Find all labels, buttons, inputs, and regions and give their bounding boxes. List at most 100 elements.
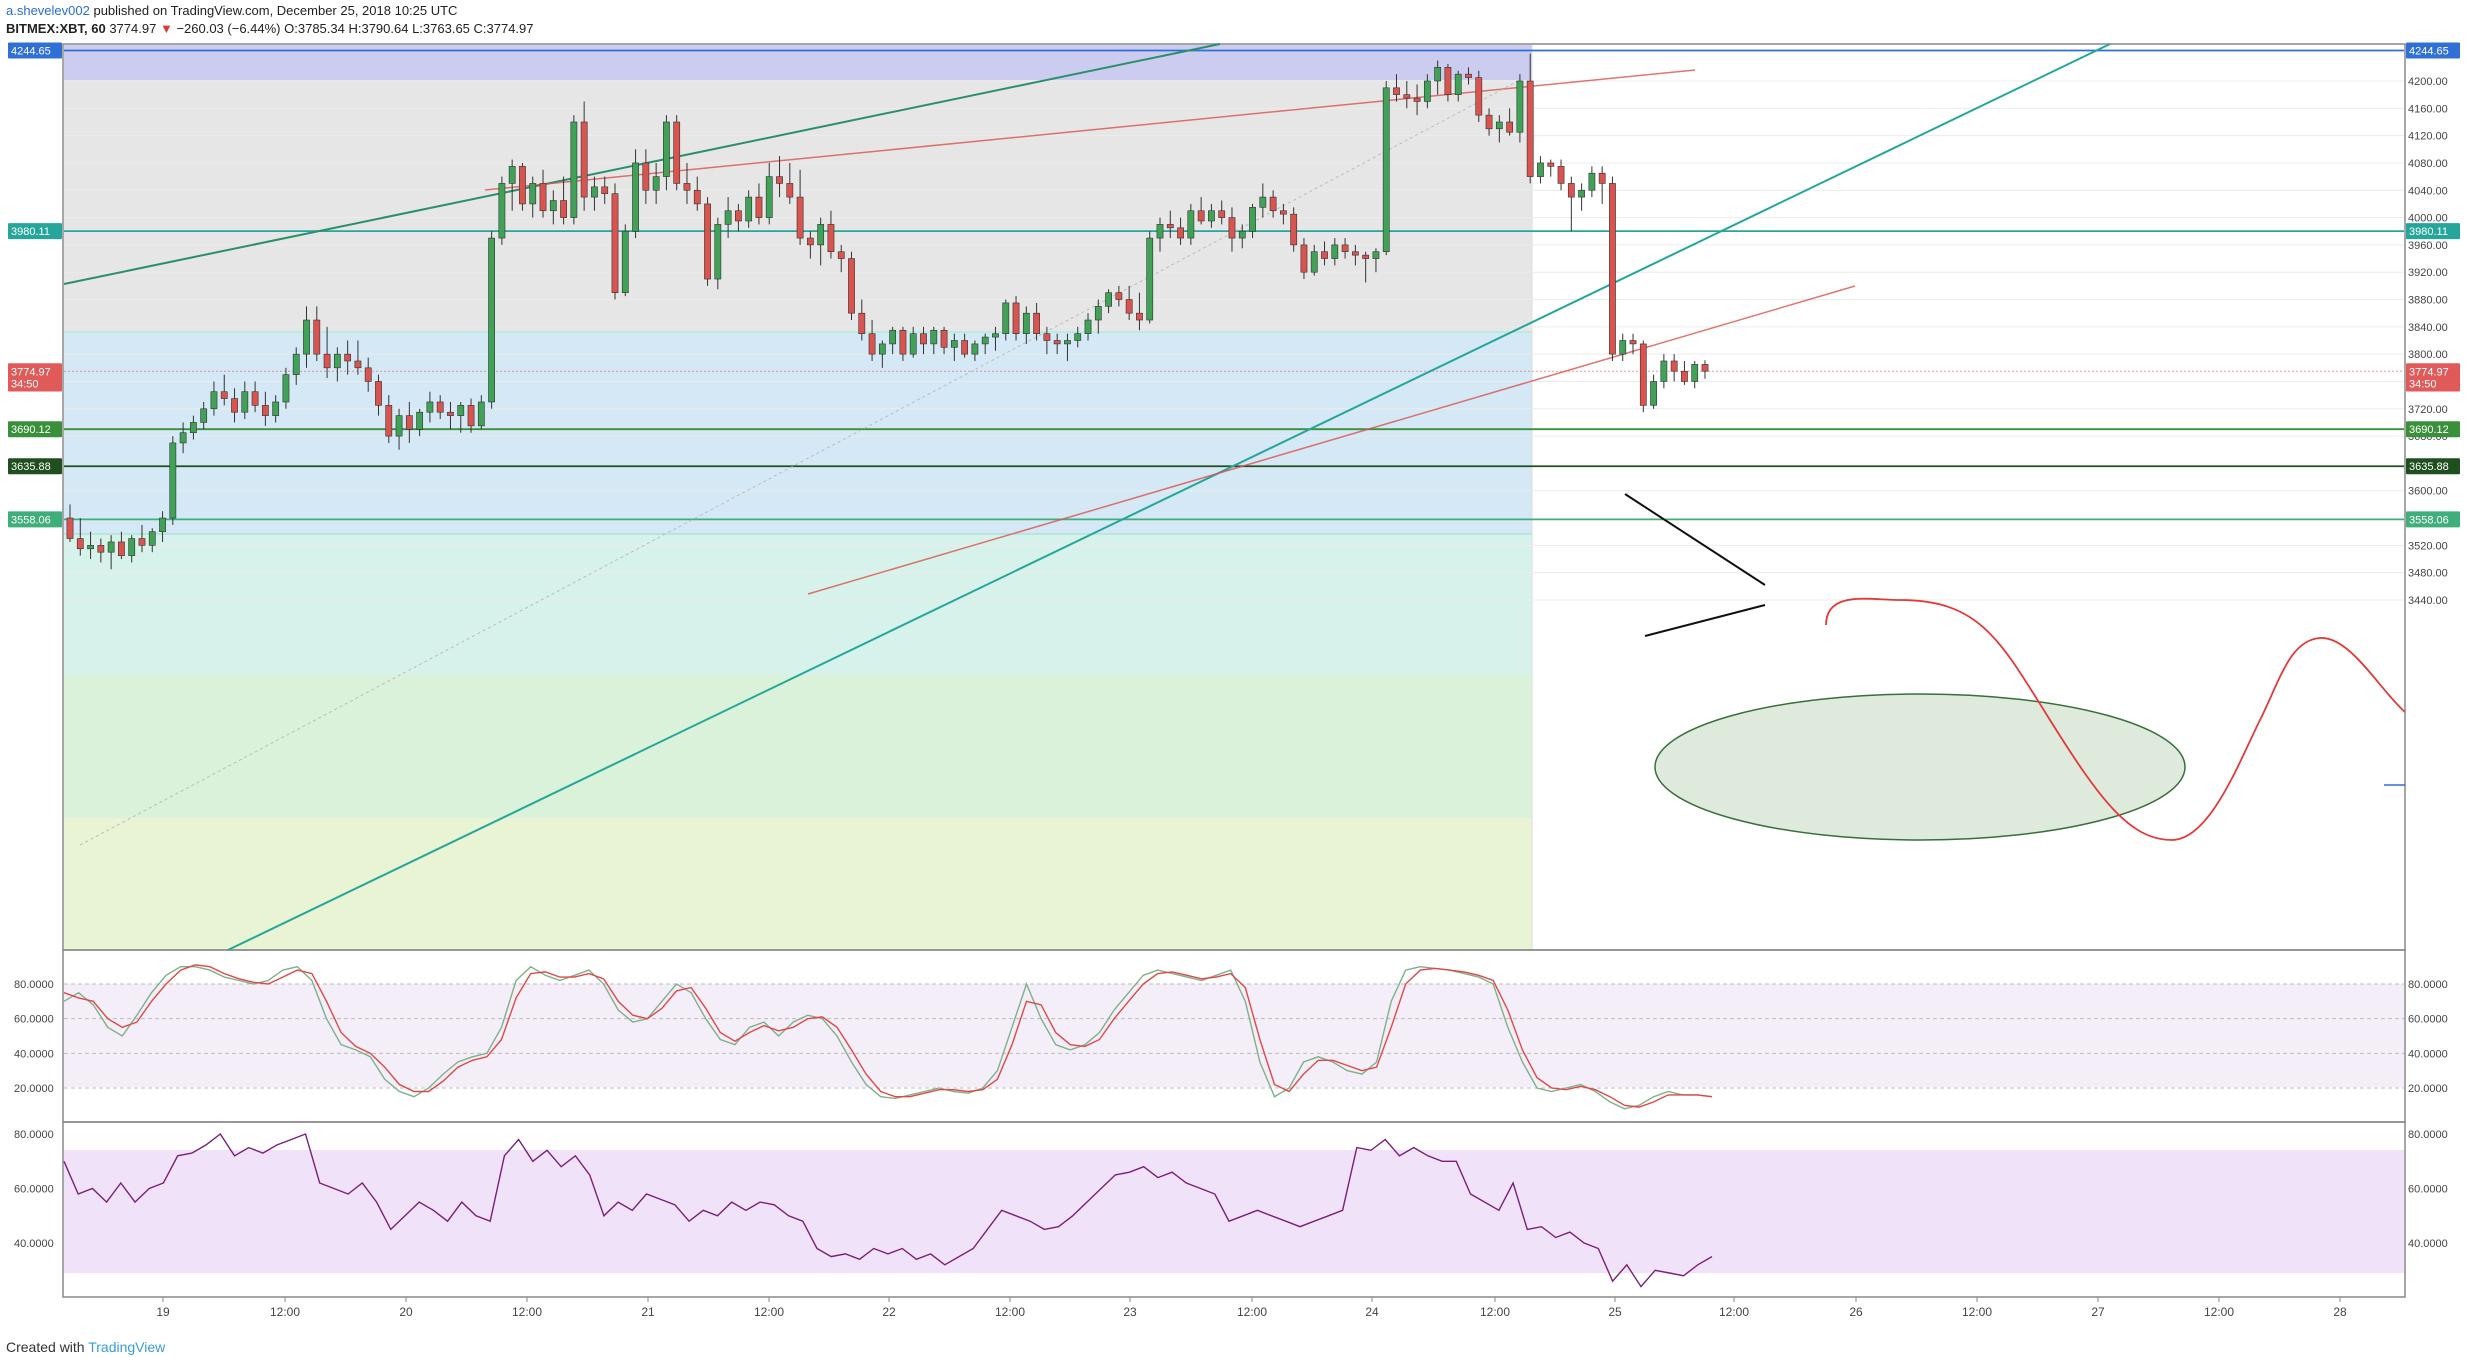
candle-body <box>1681 370 1688 382</box>
price-tag <box>8 223 62 240</box>
x-tick-label: 27 <box>2091 1305 2105 1319</box>
candle-body <box>1465 73 1472 78</box>
candle-body <box>447 411 454 416</box>
candle-body <box>858 312 866 334</box>
candle-body <box>1413 97 1421 102</box>
candle-body <box>1475 77 1483 116</box>
candle-body <box>1444 67 1452 95</box>
x-tick-label: 12:00 <box>512 1305 542 1319</box>
candle-body <box>950 340 958 348</box>
rsi-y-label-right: 40.0000 <box>2408 1238 2448 1250</box>
stoch-y-label-right: 20.0000 <box>2408 1083 2448 1095</box>
stoch-series-line <box>63 964 1713 1108</box>
candle-body <box>159 517 166 533</box>
candle-body <box>303 319 310 355</box>
x-tick-label: 28 <box>2333 1305 2347 1319</box>
price-tag-label: 3774.97 <box>11 366 51 378</box>
candle-body <box>580 121 588 198</box>
price-tag <box>8 421 62 438</box>
y-tick-label: 4080.00 <box>2408 158 2448 170</box>
dotted-guide-line <box>79 79 1521 846</box>
candle-body <box>745 196 753 222</box>
candle-body <box>375 381 382 406</box>
candle-body <box>333 353 341 369</box>
candle-body <box>477 401 485 427</box>
price-tag-label: 4244.65 <box>11 46 51 58</box>
candle-body <box>1208 210 1215 222</box>
candle-body <box>190 422 197 433</box>
candle-body <box>981 336 989 345</box>
candle-body <box>1578 189 1585 198</box>
rsi-band <box>64 1150 2404 1273</box>
candle-body <box>611 193 619 293</box>
candle-body <box>1588 172 1596 191</box>
rsi-pane-frame <box>62 1121 2406 1298</box>
candle-body <box>1372 251 1380 259</box>
y-tick-label: 3840.00 <box>2408 322 2448 334</box>
candle-body <box>1280 210 1287 215</box>
candle-body <box>1177 227 1184 239</box>
candle-body <box>1362 254 1370 259</box>
last-price: 3774.97 <box>109 21 157 36</box>
candle-body <box>436 401 444 413</box>
candle-body <box>1259 196 1267 208</box>
price-tag-label: 3690.12 <box>11 424 51 436</box>
candle-body <box>282 374 290 403</box>
x-tick-label: 20 <box>399 1305 413 1319</box>
candle-body <box>1064 340 1071 345</box>
author-link[interactable]: a.shevelev002 <box>6 3 90 18</box>
candle-body <box>1166 224 1174 229</box>
candle-body <box>806 237 814 246</box>
stoch-band <box>64 984 2404 1087</box>
candle-body <box>508 166 516 184</box>
candle-body <box>837 251 845 259</box>
price-tag <box>8 42 62 59</box>
candle-body <box>220 391 228 399</box>
candle-body <box>1290 213 1298 246</box>
candle-body <box>1187 210 1195 239</box>
candle-body <box>848 258 855 314</box>
candle-body <box>961 340 969 355</box>
price-tag-label: 3558.06 <box>11 514 51 526</box>
candle-body <box>364 367 372 382</box>
x-tick-label: 23 <box>1123 1305 1137 1319</box>
candle-body <box>1115 292 1123 300</box>
candle-body <box>601 186 609 194</box>
candle-body <box>1639 343 1647 406</box>
created-with-text: Created with <box>6 1339 85 1355</box>
candle-body <box>714 224 722 280</box>
candle-body <box>231 398 238 413</box>
triangle-lower-line <box>1644 604 1766 637</box>
candle-body <box>591 186 598 198</box>
price-tag-label: 3635.88 <box>11 461 51 473</box>
y-tick-label: 3920.00 <box>2408 267 2448 279</box>
x-tick-label: 12:00 <box>1719 1305 1749 1319</box>
candle-body <box>878 343 886 355</box>
candle-body <box>467 405 475 427</box>
candle-body <box>1351 251 1359 256</box>
candle-body <box>735 210 742 222</box>
stoch-y-label-left: 60.0000 <box>14 1014 54 1026</box>
price-tag-label: 3774.97 <box>2409 366 2449 378</box>
price-tag <box>8 511 62 528</box>
candle-body <box>909 333 917 355</box>
candle-body <box>261 405 269 416</box>
tradingview-logo[interactable]: TradingView <box>88 1339 166 1355</box>
price-tag-label: 4244.65 <box>2409 46 2449 58</box>
rsi-lines <box>63 1132 1713 1288</box>
candle-body <box>1567 183 1575 198</box>
candle-body <box>1516 80 1524 133</box>
y-tick-label: 4040.00 <box>2408 185 2448 197</box>
candle-body <box>570 121 578 218</box>
price-tag-label: 3690.12 <box>2409 424 2449 436</box>
candle-body <box>827 224 835 253</box>
candle-body <box>76 538 84 550</box>
candle-body <box>1002 302 1010 334</box>
rsi-y-label-right: 80.0000 <box>2408 1129 2448 1141</box>
y-tick-label: 3600.00 <box>2408 486 2448 498</box>
candle-body <box>529 183 537 205</box>
symbol-label: BITMEX:XBT, 60 <box>6 21 106 36</box>
candle-body <box>1701 364 1709 372</box>
candle-body <box>1485 114 1493 130</box>
